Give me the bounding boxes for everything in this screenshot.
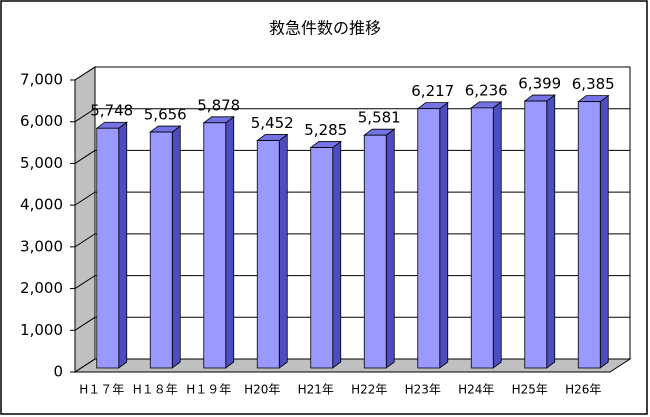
grid-line (74, 358, 630, 373)
x-tick-label: H21年 (298, 383, 334, 397)
bar-front (417, 108, 441, 369)
bar-front (96, 127, 120, 369)
bar-side (439, 101, 449, 369)
bar-side (171, 125, 181, 369)
grid-line (74, 149, 630, 164)
grid-line (74, 108, 630, 123)
y-tick-label: 3,000 (20, 237, 63, 255)
x-tick-label: H25年 (512, 383, 548, 397)
x-tick-label: H24年 (458, 383, 494, 397)
bar (577, 94, 610, 369)
bar-side (278, 133, 288, 369)
bar-side (118, 121, 128, 369)
bar-side (599, 94, 609, 369)
bar (149, 125, 182, 369)
bar-front (524, 100, 548, 369)
value-label: 6,236 (465, 81, 508, 99)
y-tick-label: 2,000 (20, 279, 63, 297)
grid-line (74, 233, 630, 248)
value-label: 5,748 (90, 102, 133, 120)
bar-front (310, 147, 334, 369)
y-tick-label: 5,000 (20, 154, 63, 172)
y-tick-label: 6,000 (20, 112, 63, 130)
bar (416, 101, 449, 369)
bar (309, 140, 342, 369)
bar-front (363, 134, 387, 369)
bar-side (385, 128, 395, 369)
bar-front (577, 101, 601, 369)
bar-front (256, 140, 280, 369)
x-tick-label: H26年 (565, 383, 601, 397)
value-label: 6,385 (572, 75, 615, 93)
value-label: 5,452 (251, 114, 294, 132)
bar-side (546, 94, 556, 369)
value-label: 6,217 (411, 82, 454, 100)
grid-line (74, 275, 630, 289)
bar (202, 116, 235, 369)
bar (363, 128, 396, 369)
y-tick-label: 4,000 (20, 196, 63, 214)
grid-line (74, 316, 630, 331)
y-tick-label: 0 (53, 363, 63, 381)
bar-front (203, 122, 227, 369)
chart-title: 救急件数の推移 (269, 19, 381, 38)
y-tick-label: 1,000 (20, 321, 63, 339)
value-label: 5,656 (144, 106, 187, 124)
bar-side (332, 140, 342, 369)
value-label: 5,581 (358, 109, 401, 127)
bar-front (149, 131, 173, 369)
bar (95, 121, 128, 369)
grid-line (74, 191, 630, 206)
value-label: 5,285 (304, 121, 347, 139)
bar (256, 133, 289, 369)
x-tick-label: H20年 (244, 383, 280, 397)
bar-side (225, 116, 235, 369)
bar-side (492, 101, 502, 369)
bar (523, 94, 556, 369)
grid-line (74, 66, 630, 81)
bar-front (470, 107, 494, 369)
x-tick-label: H１７年 (79, 383, 124, 397)
y-tick-label: 7,000 (20, 71, 63, 89)
value-label: 6,399 (518, 75, 561, 93)
x-tick-label: H１８年 (133, 383, 178, 397)
x-tick-label: H23年 (405, 383, 441, 397)
value-label: 5,878 (197, 96, 240, 114)
x-tick-label: H１９年 (186, 383, 231, 397)
bar (470, 101, 503, 369)
x-tick-label: H22年 (351, 383, 387, 397)
